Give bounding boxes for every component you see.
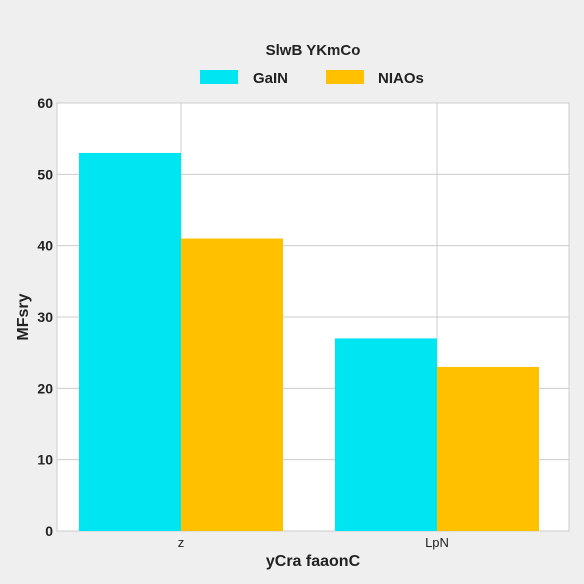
bar-GaIN-LpN (335, 338, 437, 531)
legend-label-NIAOs: NIAOs (378, 70, 424, 87)
legend-swatch-NIAOs (326, 70, 364, 84)
bar-NIAOs-z (181, 238, 283, 532)
bar-GaIN-z (79, 152, 181, 531)
legend-title: SlwB YKmCo (266, 42, 361, 59)
y-axis-label: MFsry (15, 293, 32, 340)
y-tick-label: 20 (37, 380, 53, 396)
x-tick-label: z (178, 535, 185, 550)
y-tick-label: 30 (37, 309, 53, 325)
bar-NIAOs-LpN (437, 366, 539, 531)
y-tick-label: 0 (45, 523, 53, 539)
y-tick-label: 50 (37, 166, 53, 182)
legend-swatch-GaIN (200, 70, 238, 84)
y-tick-label: 60 (37, 95, 53, 111)
x-axis-label: yCra faaonC (266, 553, 361, 570)
x-tick-label: LpN (425, 535, 449, 550)
legend-label-GaIN: GaIN (253, 70, 288, 87)
y-tick-label: 10 (37, 452, 53, 468)
y-tick-label: 40 (37, 238, 53, 254)
